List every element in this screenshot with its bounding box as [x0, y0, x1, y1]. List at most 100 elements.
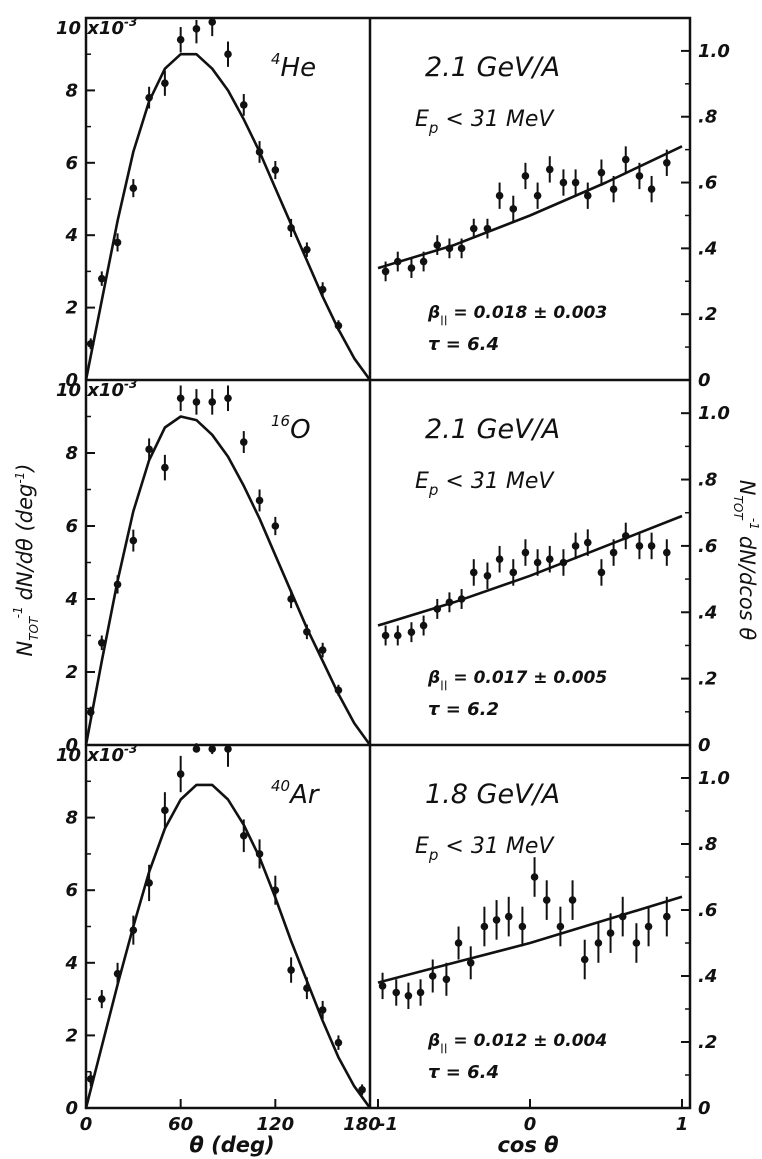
data-point [208, 745, 217, 753]
beta-label: β|| = 0.018 ± 0.003 [427, 303, 607, 326]
y-tick-label: 1.0 [698, 403, 730, 424]
data-point [255, 850, 264, 858]
data-point [480, 922, 489, 931]
y-tick-label: 0 [65, 735, 78, 756]
data-point [433, 605, 442, 613]
data-point [495, 191, 504, 200]
y-tick-label: .4 [698, 238, 717, 259]
beam-energy-label: 2.1 GeV/A [425, 52, 560, 83]
fit-curve [84, 415, 372, 746]
data-point [521, 548, 530, 557]
data-point [145, 93, 153, 102]
data-point [571, 178, 580, 187]
data-point [318, 646, 327, 654]
y-tick-label: 4 [64, 589, 78, 610]
data-point [113, 969, 122, 978]
data-point [224, 394, 232, 403]
data-point [663, 548, 671, 557]
data-point [271, 166, 280, 174]
data-point [597, 168, 606, 177]
x-tick-label: 60 [168, 1114, 193, 1135]
data-point [208, 398, 217, 406]
y-tick-label: .6 [698, 536, 717, 557]
y-tick-label: 0 [698, 370, 711, 391]
data-point [176, 770, 185, 778]
data-point [97, 274, 106, 283]
data-point [145, 879, 153, 887]
data-point [483, 571, 492, 580]
data-point [145, 445, 153, 454]
y-tick-label: 0 [698, 1098, 711, 1119]
y-tick-label: 6 [65, 153, 78, 174]
y-tick-label: 2 [65, 298, 78, 319]
beta-label: β|| = 0.012 ± 0.004 [427, 1031, 607, 1054]
data-point [129, 184, 138, 192]
y-tick-label: 6 [65, 516, 78, 537]
data-point [192, 745, 201, 753]
y-tick-label: .6 [698, 173, 717, 194]
y-tick-label: 4 [64, 225, 78, 246]
fit-curve [84, 52, 372, 381]
data-point [466, 959, 475, 967]
y-tick-label: 6 [65, 880, 78, 901]
data-point [454, 939, 463, 947]
y-tick-label: .2 [698, 669, 717, 690]
data-point [521, 172, 530, 180]
data-point [542, 896, 551, 904]
data-point [495, 555, 504, 563]
y-tick-label: .8 [698, 470, 717, 491]
data-point [303, 245, 311, 254]
energy-cut-label: Ep < 31 MeV [415, 107, 555, 137]
data-point [224, 50, 232, 58]
target-label: 40Ar [271, 777, 321, 810]
data-point [419, 257, 428, 266]
y-tick-label: 8 [65, 443, 78, 464]
data-point [255, 148, 264, 156]
data-point [287, 595, 295, 603]
data-point [113, 580, 122, 589]
data-point [509, 568, 518, 577]
data-point [407, 628, 416, 636]
y-tick-label: .2 [698, 304, 717, 325]
x-tick-label: 120 [257, 1114, 295, 1135]
data-point [192, 398, 201, 406]
data-point [647, 542, 656, 550]
data-point [618, 912, 627, 921]
data-point [192, 25, 201, 33]
data-point [255, 496, 264, 505]
x-tick-label: 0 [524, 1114, 537, 1135]
data-point [161, 463, 169, 472]
data-point [86, 340, 95, 348]
data-point [635, 172, 644, 180]
data-point [594, 939, 603, 947]
data-point [381, 631, 390, 640]
data-point [530, 873, 539, 881]
data-point [571, 542, 580, 550]
data-point [161, 79, 169, 87]
data-point [129, 536, 138, 545]
data-point [176, 35, 185, 44]
y-tick-label: 4 [64, 953, 78, 974]
beam-energy-label: 1.8 GeV/A [425, 779, 560, 810]
data-point [492, 916, 501, 924]
data-point [559, 178, 568, 187]
y-tick-label: .2 [698, 1032, 717, 1053]
data-point [533, 191, 542, 200]
data-point [318, 285, 327, 294]
data-point [287, 966, 295, 974]
energy-cut-label: Ep < 31 MeV [415, 469, 555, 499]
beam-energy-label: 2.1 GeV/A [425, 414, 560, 445]
data-point [621, 155, 630, 164]
data-point [583, 191, 592, 200]
data-point [635, 542, 644, 550]
data-point [176, 394, 185, 403]
y-axis-right-title: NTOT-1dN/dcos θ [731, 480, 761, 641]
data-point [469, 224, 478, 233]
x-tick-label: 180 [343, 1114, 381, 1135]
data-point [393, 631, 402, 640]
data-point [239, 438, 248, 446]
x-tick-label: 1 [676, 1114, 689, 1135]
data-point [483, 224, 492, 233]
data-point [583, 538, 592, 547]
data-point [392, 988, 401, 997]
